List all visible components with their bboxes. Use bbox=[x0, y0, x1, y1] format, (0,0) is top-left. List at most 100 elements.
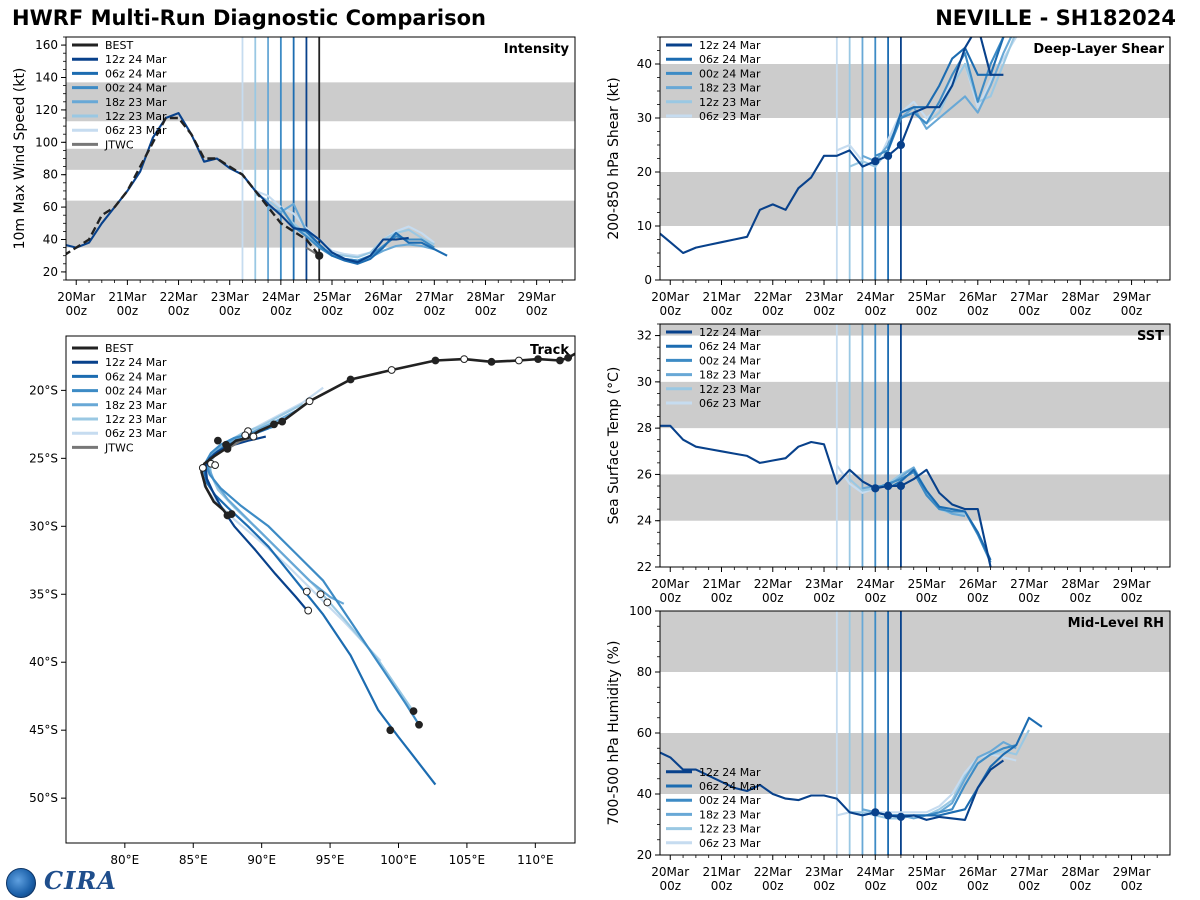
x-tick-label: 00z bbox=[372, 304, 394, 318]
y-tick-label: 40°S bbox=[29, 655, 58, 669]
y-tick-label: 32 bbox=[637, 329, 652, 343]
y-tick-label: 20 bbox=[637, 165, 652, 179]
track-marker bbox=[241, 431, 250, 440]
y-tick-label: 120 bbox=[35, 103, 58, 117]
x-tick-label: 00z bbox=[1121, 591, 1143, 605]
x-tick-label: 21Mar bbox=[703, 865, 741, 879]
track-marker bbox=[556, 356, 564, 365]
x-tick-label: 27Mar bbox=[1010, 290, 1048, 304]
x-tick-label: 25Mar bbox=[908, 865, 946, 879]
x-tick-label: 00z bbox=[659, 591, 681, 605]
x-tick-label: 85°E bbox=[179, 853, 208, 867]
x-tick-label: 100°E bbox=[380, 853, 417, 867]
legend-label: 12z 23 Mar bbox=[699, 823, 761, 836]
series-line-00z-24-mar bbox=[874, 37, 1005, 157]
x-tick-label: 00z bbox=[711, 879, 733, 893]
y-tick-label: 60 bbox=[637, 726, 652, 740]
track-marker bbox=[346, 375, 355, 384]
x-tick-label: 00z bbox=[813, 304, 835, 318]
y-tick-label: 0 bbox=[644, 273, 652, 287]
track-marker bbox=[515, 356, 523, 365]
x-tick-label: 24Mar bbox=[262, 290, 300, 304]
track-marker bbox=[323, 598, 332, 607]
shaded-band bbox=[660, 474, 1170, 521]
legend-label: 12z 24 Mar bbox=[699, 766, 761, 779]
series-marker bbox=[896, 140, 906, 150]
x-tick-label: 00z bbox=[526, 304, 548, 318]
x-tick-label: 29Mar bbox=[1113, 577, 1151, 591]
x-tick-label: 00z bbox=[117, 304, 139, 318]
track-marker bbox=[409, 707, 418, 716]
x-tick-label: 26Mar bbox=[959, 577, 997, 591]
shaded-band bbox=[66, 82, 575, 122]
x-tick-label: 22Mar bbox=[754, 577, 792, 591]
x-tick-label: 23Mar bbox=[805, 577, 843, 591]
y-tick-label: 50°S bbox=[29, 791, 58, 805]
x-tick-label: 28Mar bbox=[1061, 290, 1099, 304]
series-marker bbox=[883, 151, 893, 160]
y-tick-label: 28 bbox=[637, 421, 652, 435]
track-marker bbox=[431, 356, 440, 365]
x-tick-label: 25Mar bbox=[908, 290, 946, 304]
track-marker bbox=[304, 606, 313, 615]
legend-label: 12z 24 Mar bbox=[105, 53, 167, 66]
y-tick-label: 20 bbox=[637, 848, 652, 862]
x-tick-label: 29Mar bbox=[518, 290, 556, 304]
x-tick-label: 22Mar bbox=[160, 290, 198, 304]
plot-area bbox=[66, 37, 575, 280]
track-marker bbox=[223, 444, 232, 453]
x-tick-label: 21Mar bbox=[703, 577, 741, 591]
cira-logo: CIRA bbox=[4, 866, 116, 898]
plot-area bbox=[198, 352, 575, 786]
series-marker bbox=[871, 157, 880, 166]
legend-label: 06z 24 Mar bbox=[105, 67, 167, 80]
track-line-12z-23-mar bbox=[208, 403, 414, 711]
legend-label: 18z 23 Mar bbox=[699, 808, 761, 821]
x-tick-label: 00z bbox=[916, 304, 938, 318]
x-tick-label: 00z bbox=[659, 879, 681, 893]
y-axis-label: 700-500 hPa Humidity (%) bbox=[606, 641, 622, 826]
x-tick-label: 27Mar bbox=[415, 290, 453, 304]
series-line-12z-24-mar bbox=[660, 751, 1005, 821]
track-line-best bbox=[200, 352, 575, 519]
x-tick-label: 25Mar bbox=[908, 577, 946, 591]
track-marker bbox=[211, 461, 220, 470]
series-marker bbox=[896, 812, 906, 821]
series-marker bbox=[896, 481, 906, 491]
track-line-00z-24-mar bbox=[204, 426, 420, 726]
series-marker bbox=[883, 481, 893, 491]
x-tick-label: 24Mar bbox=[856, 865, 894, 879]
track-marker bbox=[564, 353, 573, 362]
legend-label: 18z 23 Mar bbox=[699, 82, 761, 95]
panel-title: Deep-Layer Shear bbox=[1033, 42, 1164, 57]
legend-label: 12z 24 Mar bbox=[105, 356, 167, 369]
panel-title: Mid-Level RH bbox=[1068, 616, 1164, 631]
legend-label: 12z 23 Mar bbox=[105, 110, 167, 123]
x-tick-label: 27Mar bbox=[1010, 577, 1048, 591]
y-tick-label: 40 bbox=[637, 57, 652, 71]
series-line-06z-24-mar bbox=[293, 227, 448, 265]
panel-track: 80°E 85°E 90°E 95°E 100°E 105°E 110°E 20°S 25°S 3… bbox=[29, 335, 576, 867]
legend-label: 06z 23 Mar bbox=[105, 124, 167, 137]
y-tick-label: 26 bbox=[637, 467, 652, 481]
x-tick-label: 00z bbox=[270, 304, 292, 318]
legend-label: 12z 23 Mar bbox=[699, 96, 761, 109]
legend-label: 06z 24 Mar bbox=[699, 53, 761, 66]
track-marker bbox=[249, 432, 258, 441]
legend-label: BEST bbox=[105, 342, 133, 355]
x-tick-label: 26Mar bbox=[959, 290, 997, 304]
legend-label: 00z 24 Mar bbox=[699, 354, 761, 367]
y-tick-label: 140 bbox=[35, 71, 58, 85]
legend-label: 00z 24 Mar bbox=[105, 385, 167, 398]
x-tick-label: 00z bbox=[1018, 304, 1040, 318]
y-tick-label: 20°S bbox=[29, 383, 58, 397]
legend-label: BEST bbox=[105, 39, 133, 52]
legend-label: JTWC bbox=[104, 441, 134, 454]
legend-label: 12z 24 Mar bbox=[699, 326, 761, 339]
shaded-band bbox=[660, 733, 1170, 794]
shaded-band bbox=[660, 611, 1170, 672]
x-tick-label: 00z bbox=[864, 879, 886, 893]
series-marker bbox=[883, 811, 893, 820]
track-marker bbox=[227, 510, 236, 518]
series-line-12z-24-mar bbox=[66, 112, 409, 264]
